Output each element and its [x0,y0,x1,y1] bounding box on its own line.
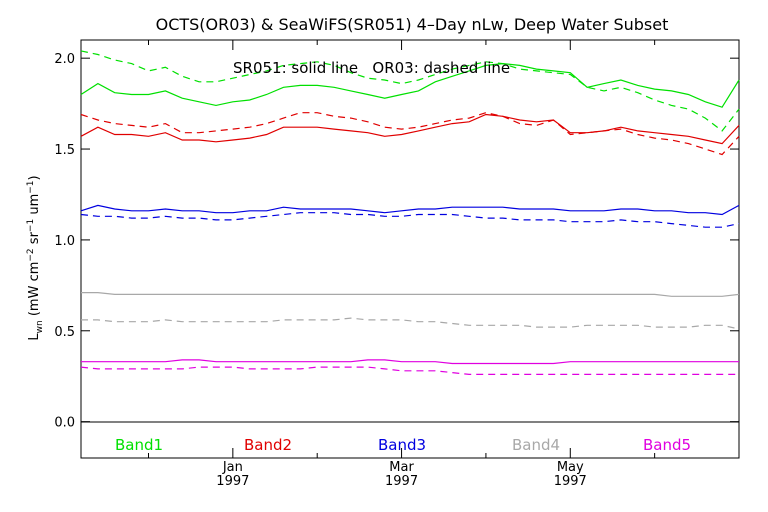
x-tick-year: 1997 [385,474,418,489]
y-tick-label: 2.0 [54,52,75,67]
series-layer [80,50,740,375]
series-band3-solid-line [80,204,740,216]
legend-band3: Band3 [378,436,426,454]
y-label-main: L [27,333,42,341]
y-tick-label: 1.5 [54,143,75,158]
y-label-units-open: (mW cm [27,262,42,321]
y-label-mid2: um [27,194,42,219]
series-band2-dashed-line [80,112,740,156]
series-band1-solid-line [80,62,740,108]
series-band5-dashed-line [80,366,739,375]
x-tick-month: May [557,460,584,475]
x-tick-month: Jan [222,460,243,475]
y-label-sub: wn [35,320,45,333]
legend-band5: Band5 [643,436,691,454]
y-label-exp2: −1 [26,219,36,232]
line-style-annotation: SR051: solid line OR03: dashed line [233,59,510,77]
y-label-exp3: −1 [26,180,36,193]
y-tick-label: 0.5 [54,325,75,340]
legend-band2: Band2 [244,436,292,454]
y-tick-label: 0.0 [54,416,75,431]
series-band4-solid-line [81,292,740,297]
y-label-exp1: −2 [26,248,36,261]
legend-band1: Band1 [115,436,163,454]
plot-frame [80,39,740,459]
series-band5-solid-line [81,359,739,365]
x-tick-month: Mar [389,460,414,475]
y-label-mid1: sr [27,231,42,248]
y-axis: 0.0 0.5 1.0 1.5 2.0 [54,52,739,431]
y-tick-label: 1.0 [54,234,75,249]
series-band2-solid-line [80,113,740,145]
series-band1-dashed-line [80,50,740,132]
series-band3-dashed-line [80,212,740,228]
y-axis-label: Lwn (mW cm−2 sr−1 um−1) [26,175,45,340]
legend: Band1 Band2 Band3 Band4 Band5 [115,436,691,454]
x-tick-year: 1997 [216,474,249,489]
x-tick-year: 1997 [554,474,587,489]
chart-title: OCTS(OR03) & SeaWiFS(SR051) 4–Day nLw, D… [156,15,669,34]
y-label-units-close: ) [27,175,42,180]
series-band4-dashed-line [81,317,740,330]
legend-band4: Band4 [512,436,560,454]
